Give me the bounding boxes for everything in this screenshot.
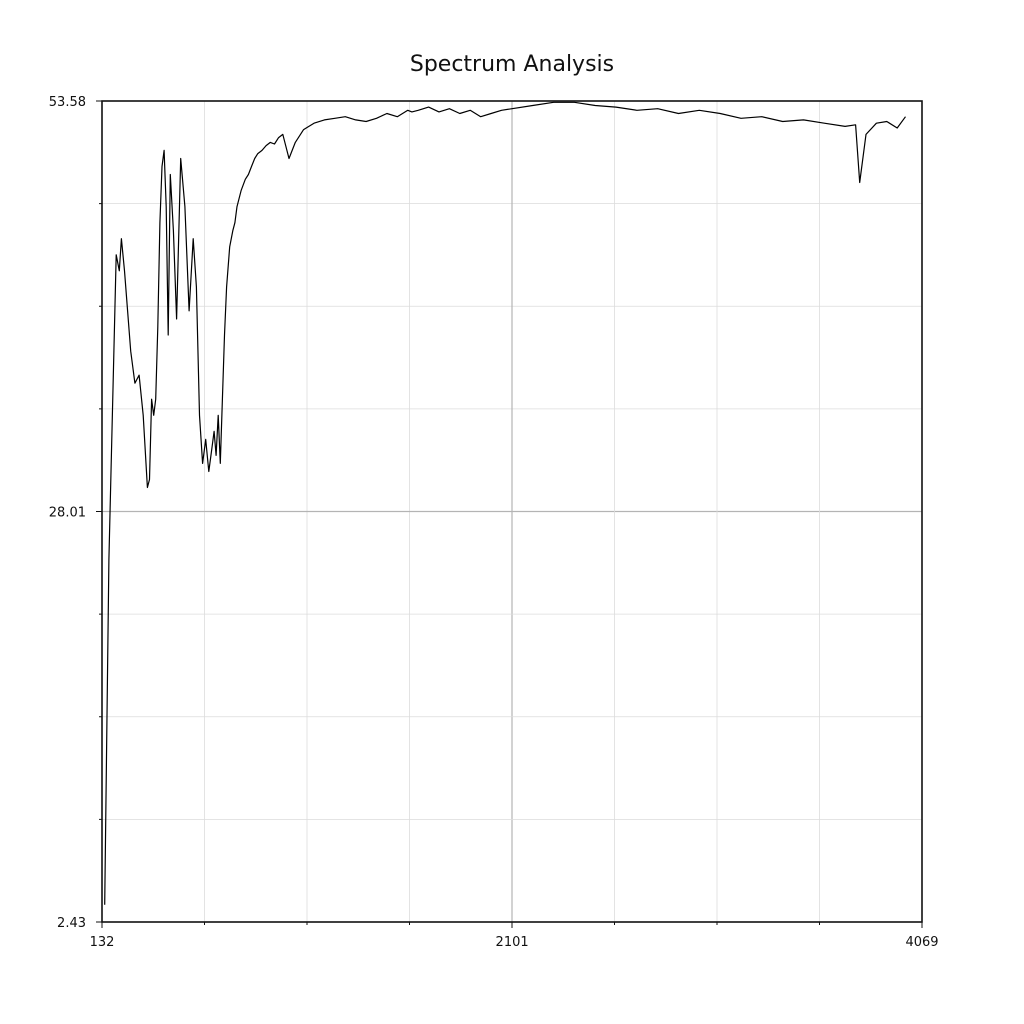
series-line [104, 101, 906, 905]
y-tick-label: 28.01 [49, 505, 86, 520]
y-tick-label: 2.43 [57, 916, 86, 931]
axis-ticks [96, 100, 923, 928]
grid-lines [102, 101, 922, 922]
series-layer [104, 101, 906, 905]
x-tick-label: 132 [90, 935, 115, 950]
x-tick-label: 2101 [496, 935, 529, 950]
chart-title: Spectrum Analysis [410, 52, 614, 77]
y-tick-label: 53.58 [49, 95, 86, 110]
tick-labels: 132 2101 4069 53.58 28.01 2.43 [49, 95, 939, 950]
x-tick-label: 4069 [905, 935, 938, 950]
